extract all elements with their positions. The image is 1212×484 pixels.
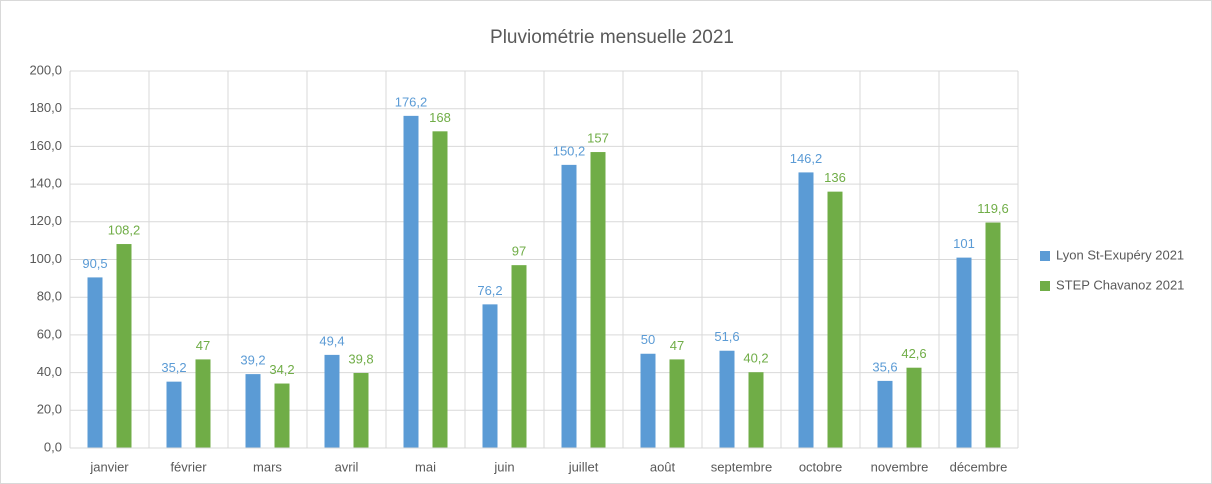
data-label: 34,2 xyxy=(269,362,294,377)
x-tick-label: décembre xyxy=(950,459,1008,474)
bar xyxy=(353,372,369,448)
bar xyxy=(324,354,340,448)
x-tick-label: mars xyxy=(253,459,282,474)
data-label: 150,2 xyxy=(553,143,586,158)
x-tick-label: octobre xyxy=(799,459,842,474)
bar xyxy=(798,172,814,448)
bar xyxy=(561,164,577,449)
data-label: 119,6 xyxy=(977,201,1009,216)
y-tick-label: 40,0 xyxy=(37,364,62,379)
data-label: 176,2 xyxy=(395,94,428,109)
bar xyxy=(748,372,764,448)
data-label: 47 xyxy=(196,338,210,353)
y-tick-label: 200,0 xyxy=(29,62,62,77)
bar xyxy=(274,383,290,448)
x-tick-label: juillet xyxy=(568,459,599,474)
data-label: 168 xyxy=(429,110,451,125)
y-tick-label: 60,0 xyxy=(37,326,62,341)
bar xyxy=(827,191,843,448)
bar xyxy=(432,131,448,448)
data-label: 47 xyxy=(670,338,684,353)
x-tick-label: janvier xyxy=(89,459,129,474)
data-label: 40,2 xyxy=(743,351,768,366)
data-label: 136 xyxy=(824,170,846,185)
bar xyxy=(640,353,656,448)
data-label: 42,6 xyxy=(901,346,926,361)
data-label: 51,6 xyxy=(714,329,739,344)
data-label: 49,4 xyxy=(319,333,344,348)
bar xyxy=(166,381,182,448)
data-label: 90,5 xyxy=(82,256,107,271)
data-label: 97 xyxy=(512,244,526,259)
y-tick-label: 20,0 xyxy=(37,402,62,417)
bar xyxy=(511,265,527,448)
x-tick-label: novembre xyxy=(871,459,929,474)
bar xyxy=(590,152,606,448)
bar xyxy=(195,359,211,448)
bar xyxy=(116,244,132,448)
bar xyxy=(906,367,922,448)
x-tick-label: septembre xyxy=(711,459,772,474)
bar xyxy=(245,374,261,448)
bar xyxy=(482,304,498,448)
data-label: 157 xyxy=(587,130,609,145)
x-tick-label: juin xyxy=(493,459,514,474)
legend-swatch xyxy=(1040,281,1050,291)
legend-label: STEP Chavanoz 2021 xyxy=(1056,277,1184,292)
bar xyxy=(403,115,419,448)
y-tick-label: 120,0 xyxy=(29,213,62,228)
bar xyxy=(669,359,685,448)
y-tick-label: 80,0 xyxy=(37,289,62,304)
bar xyxy=(719,350,735,448)
y-tick-label: 180,0 xyxy=(29,100,62,115)
x-tick-label: avril xyxy=(335,459,359,474)
data-label: 146,2 xyxy=(790,151,823,166)
bar xyxy=(87,277,103,448)
y-tick-label: 160,0 xyxy=(29,138,62,153)
data-label: 50 xyxy=(641,332,655,347)
bar xyxy=(985,222,1001,448)
bar xyxy=(877,380,893,448)
data-label: 39,2 xyxy=(240,353,265,368)
data-label: 76,2 xyxy=(477,283,502,298)
x-tick-label: février xyxy=(170,459,207,474)
y-tick-label: 140,0 xyxy=(29,176,62,191)
x-tick-label: août xyxy=(650,459,676,474)
y-tick-label: 100,0 xyxy=(29,251,62,266)
data-label: 101 xyxy=(953,236,975,251)
chart-title: Pluviométrie mensuelle 2021 xyxy=(490,27,734,48)
data-label: 35,6 xyxy=(872,359,897,374)
data-label: 39,8 xyxy=(348,351,373,366)
legend-swatch xyxy=(1040,251,1050,261)
data-label: 35,2 xyxy=(161,360,186,375)
bar xyxy=(956,257,972,448)
x-tick-label: mai xyxy=(415,459,436,474)
legend-label: Lyon St-Exupéry 2021 xyxy=(1056,247,1184,262)
data-label: 108,2 xyxy=(108,222,141,237)
y-tick-label: 0,0 xyxy=(44,439,62,454)
